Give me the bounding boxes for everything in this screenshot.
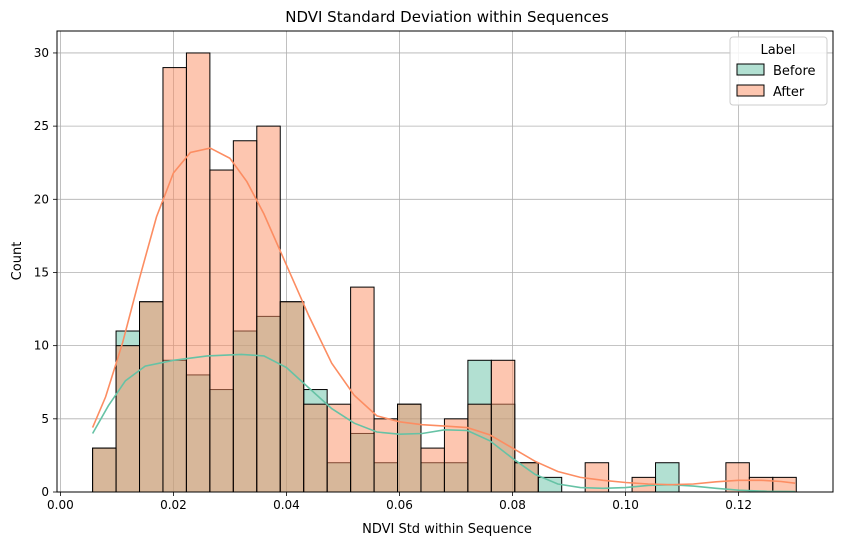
bar-after-3 — [162, 67, 187, 493]
bar-after-14 — [420, 447, 445, 493]
legend-swatch-after — [736, 84, 765, 97]
bar-after-11 — [350, 286, 375, 493]
kde-line-after — [91, 147, 796, 486]
bar-after-1 — [115, 345, 141, 493]
bar-after-8 — [279, 301, 305, 493]
chart-title: NDVI Standard Deviation within Sequences — [285, 8, 609, 26]
y-axis-ticks: 0 5 10 15 20 25 30 — [34, 46, 57, 499]
legend-swatch-before — [736, 63, 765, 76]
x-tick-label-0: 0.00 — [47, 498, 74, 512]
y-tick-label-6: 30 — [34, 46, 49, 60]
x-tick-label-6: 0.12 — [725, 498, 752, 512]
bar-after-2 — [139, 301, 164, 493]
x-axis-label: NDVI Std within Sequence — [362, 522, 532, 537]
y-tick-label-5: 25 — [34, 119, 49, 133]
bar-after-12 — [373, 418, 399, 493]
bar-after-18 — [514, 462, 539, 493]
bar-after-29 — [772, 476, 797, 493]
bar-after-9 — [303, 403, 328, 493]
x-tick-label-4: 0.08 — [499, 498, 526, 512]
x-tick-label-5: 0.10 — [612, 498, 639, 512]
y-tick-label-3: 15 — [34, 265, 49, 279]
legend: Label Before After — [729, 36, 828, 106]
bar-after-16 — [467, 403, 492, 493]
x-tick-label-2: 0.04 — [273, 498, 300, 512]
legend-label-after: After — [773, 85, 805, 100]
bar-after-0 — [92, 447, 117, 493]
x-tick-label-3: 0.06 — [386, 498, 413, 512]
y-tick-label-2: 10 — [34, 339, 49, 353]
y-tick-label-4: 20 — [34, 192, 49, 206]
bar-after-10 — [326, 403, 352, 493]
bar-before-24 — [655, 462, 680, 493]
axes-frame — [56, 30, 834, 493]
legend-label-before: Before — [773, 64, 816, 79]
legend-title: Label — [760, 43, 795, 58]
bar-after-7 — [256, 125, 281, 493]
x-tick-label-1: 0.02 — [160, 498, 187, 512]
bar-after-13 — [397, 403, 422, 493]
bar-after-4 — [185, 52, 211, 493]
y-tick-label-1: 5 — [41, 412, 49, 426]
y-axis-label: Count — [10, 242, 25, 281]
x-axis-ticks: 0.00 0.02 0.04 0.06 0.08 0.10 0.12 — [47, 492, 752, 512]
bar-after-17 — [490, 359, 516, 493]
bar-after-5 — [209, 169, 234, 493]
bar-after-27 — [725, 462, 750, 493]
kde-curves — [91, 147, 796, 493]
y-tick-label-0: 0 — [41, 485, 49, 499]
